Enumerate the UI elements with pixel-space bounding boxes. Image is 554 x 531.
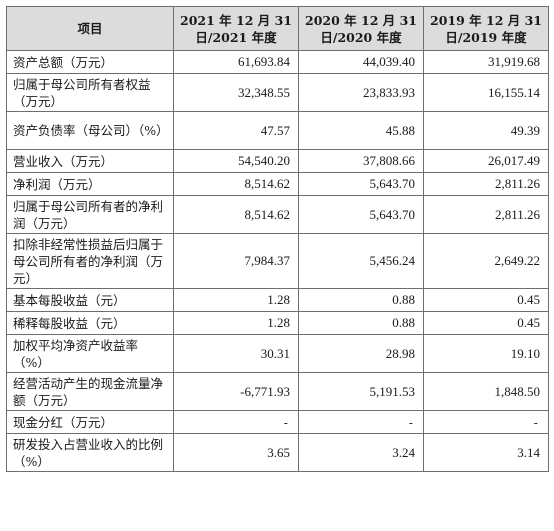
table-row: 加权平均净资产收益率（%） 30.31 28.98 19.10	[6, 334, 549, 373]
cell-2020: 3.24	[298, 433, 424, 472]
table-row: 归属于母公司所有者权益（万元） 32,348.55 23,833.93 16,1…	[6, 73, 549, 112]
table-row: 资产总额（万元） 61,693.84 44,039.40 31,919.68	[6, 50, 549, 74]
cell-2020: 28.98	[298, 334, 424, 373]
table-row: 归属于母公司所有者的净利润（万元） 8,514.62 5,643.70 2,81…	[6, 195, 549, 234]
row-label: 净利润（万元）	[6, 172, 174, 196]
cell-2021: 47.57	[173, 111, 299, 150]
cell-2019: 1,848.50	[423, 372, 549, 411]
row-label: 研发投入占营业收入的比例（%）	[6, 433, 174, 472]
cell-2020: 23,833.93	[298, 73, 424, 112]
cell-2019: 3.14	[423, 433, 549, 472]
cell-2021: -	[173, 410, 299, 434]
cell-2019: 0.45	[423, 288, 549, 312]
cell-2021: 1.28	[173, 311, 299, 335]
row-label: 扣除非经常性损益后归属于母公司所有者的净利润（万元）	[6, 233, 174, 289]
cell-2019: 26,017.49	[423, 149, 549, 173]
row-label: 资产负债率（母公司）（%）	[6, 111, 174, 150]
cell-2021: 8,514.62	[173, 172, 299, 196]
header-item: 项目	[6, 6, 174, 51]
cell-2019: 16,155.14	[423, 73, 549, 112]
cell-2019: 31,919.68	[423, 50, 549, 74]
cell-2020: 0.88	[298, 311, 424, 335]
cell-2019: 19.10	[423, 334, 549, 373]
cell-2020: 37,808.66	[298, 149, 424, 173]
cell-2020: 5,643.70	[298, 195, 424, 234]
header-2019: 2019 年 12 月 31 日/2019 年度	[423, 6, 549, 51]
table-row: 经营活动产生的现金流量净额（万元） -6,771.93 5,191.53 1,8…	[6, 372, 549, 411]
cell-2021: 8,514.62	[173, 195, 299, 234]
table-header-row: 项目 2021 年 12 月 31 日/2021 年度 2020 年 12 月 …	[6, 6, 549, 51]
table-row: 现金分红（万元） - - -	[6, 410, 549, 434]
cell-2019: 0.45	[423, 311, 549, 335]
cell-2019: 2,649.22	[423, 233, 549, 289]
header-2020: 2020 年 12 月 31 日/2020 年度	[298, 6, 424, 51]
row-label-text: 归属于母公司所有者权益（万元）	[13, 76, 151, 109]
table-row: 研发投入占营业收入的比例（%） 3.65 3.24 3.14	[6, 433, 549, 472]
row-label: 加权平均净资产收益率（%）	[6, 334, 174, 373]
cell-2020: 5,456.24	[298, 233, 424, 289]
financial-data-table: 项目 2021 年 12 月 31 日/2021 年度 2020 年 12 月 …	[6, 6, 549, 472]
cell-2020: -	[298, 410, 424, 434]
cell-2019: -	[423, 410, 549, 434]
cell-2021: 54,540.20	[173, 149, 299, 173]
table-row: 营业收入（万元） 54,540.20 37,808.66 26,017.49	[6, 149, 549, 173]
cell-2021: 1.28	[173, 288, 299, 312]
cell-2020: 5,191.53	[298, 372, 424, 411]
row-label: 营业收入（万元）	[6, 149, 174, 173]
cell-2020: 44,039.40	[298, 50, 424, 74]
table-row: 净利润（万元） 8,514.62 5,643.70 2,811.26	[6, 172, 549, 196]
cell-2020: 5,643.70	[298, 172, 424, 196]
row-label: 经营活动产生的现金流量净额（万元）	[6, 372, 174, 411]
cell-2019: 49.39	[423, 111, 549, 150]
table-row: 基本每股收益（元） 1.28 0.88 0.45	[6, 288, 549, 312]
cell-2021: 32,348.55	[173, 73, 299, 112]
table-row: 稀释每股收益（元） 1.28 0.88 0.45	[6, 311, 549, 335]
cell-2021: 30.31	[173, 334, 299, 373]
row-label: 归属于母公司所有者的净利润（万元）	[6, 195, 174, 234]
row-label: 资产总额（万元）	[6, 50, 174, 74]
cell-2020: 45.88	[298, 111, 424, 150]
header-2021: 2021 年 12 月 31 日/2021 年度	[173, 6, 299, 51]
row-label: 基本每股收益（元）	[6, 288, 174, 312]
cell-2020: 0.88	[298, 288, 424, 312]
row-label: 现金分红（万元）	[6, 410, 174, 434]
row-label: 稀释每股收益（元）	[6, 311, 174, 335]
cell-2021: -6,771.93	[173, 372, 299, 411]
cell-2019: 2,811.26	[423, 195, 549, 234]
table-row: 扣除非经常性损益后归属于母公司所有者的净利润（万元） 7,984.37 5,45…	[6, 233, 549, 289]
table-row: 资产负债率（母公司）（%） 47.57 45.88 49.39	[6, 111, 549, 150]
cell-2021: 7,984.37	[173, 233, 299, 289]
row-label: 归属于母公司所有者权益（万元）	[6, 73, 174, 112]
cell-2019: 2,811.26	[423, 172, 549, 196]
cell-2021: 3.65	[173, 433, 299, 472]
cell-2021: 61,693.84	[173, 50, 299, 74]
